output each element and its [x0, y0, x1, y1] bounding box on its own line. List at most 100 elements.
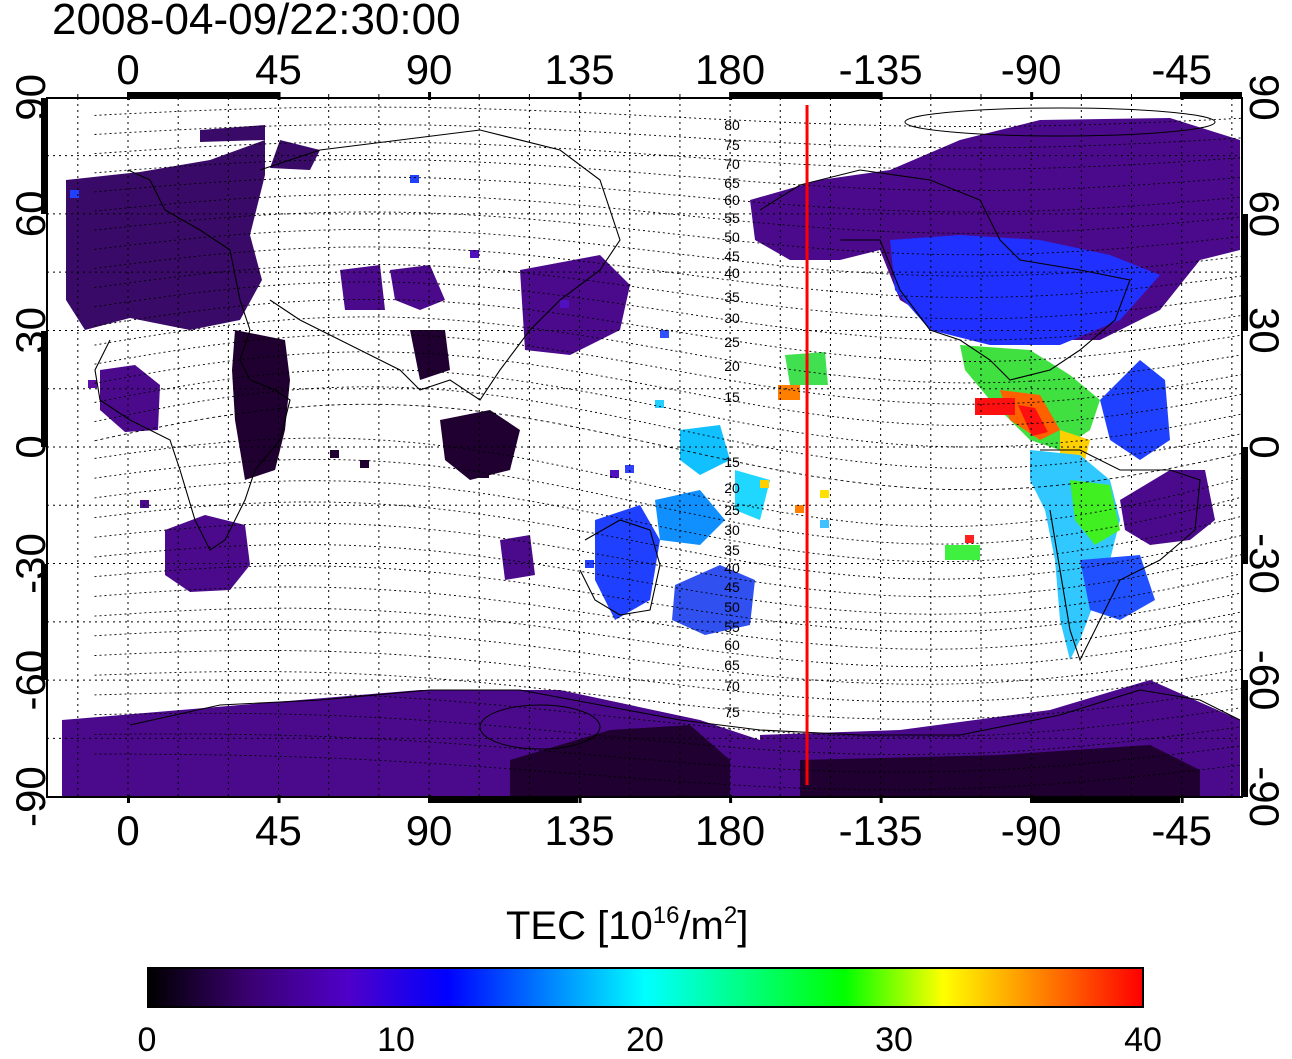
- top-lon-label: 135: [545, 46, 615, 93]
- contour-label: 20: [724, 480, 740, 496]
- tec-region-south-africa: [165, 515, 250, 592]
- contour-label: 40: [724, 560, 740, 576]
- tec-pixel: [795, 505, 804, 513]
- tec-pixel: [88, 380, 97, 388]
- tec-pixel: [330, 450, 339, 458]
- contour-label: 55: [724, 210, 740, 226]
- contour-label: 50: [724, 229, 740, 245]
- bottom-tick: [278, 795, 281, 803]
- bottom-lon-label: -90: [1001, 807, 1062, 854]
- tec-pixel: [410, 175, 419, 183]
- top-lon-label: 180: [695, 46, 765, 93]
- colorbar: [147, 967, 1144, 1008]
- contour-label: 70: [724, 156, 740, 172]
- contour-label: 30: [724, 522, 740, 538]
- contour-label: 65: [724, 657, 740, 673]
- colorbar-title-suffix: ]: [737, 904, 748, 948]
- tec-pixel: [660, 330, 669, 338]
- bottom-lon-labels: 0 45 90 135 180 -135 -90 -45: [116, 807, 1212, 854]
- tec-pixel: [480, 470, 489, 478]
- right-lat-label: -60: [1241, 650, 1288, 711]
- contour-label: 20: [724, 358, 740, 374]
- tec-pixel: [820, 520, 829, 528]
- map-area: [47, 97, 1292, 797]
- right-lat-label: -30: [1241, 533, 1288, 594]
- bottom-tick: [579, 795, 582, 803]
- left-lat-label: -30: [7, 533, 54, 594]
- tec-pixel: [140, 500, 149, 508]
- tec-pixel: [760, 480, 769, 488]
- bottom-lon-label: 45: [255, 807, 302, 854]
- contour-label: 45: [724, 579, 740, 595]
- contour-label: 70: [724, 678, 740, 694]
- contour-label: 15: [724, 389, 740, 405]
- top-lon-label: -135: [839, 46, 923, 93]
- right-lat-label: 60: [1241, 191, 1288, 238]
- contour-label: 25: [724, 502, 740, 518]
- contour-label: 15: [724, 454, 740, 470]
- colorbar-tick-label: 40: [1103, 1022, 1183, 1058]
- colorbar-title-mid: /m: [679, 904, 723, 948]
- tec-pixel: [585, 560, 594, 568]
- bottom-lon-label: 0: [116, 807, 139, 854]
- left-lat-label: 30: [7, 307, 54, 354]
- colorbar-title: TEC [1016/m2]: [506, 902, 748, 950]
- colorbar-tick-label: 20: [605, 1022, 685, 1058]
- left-lat-label: 60: [7, 191, 54, 238]
- contour-label: 50: [724, 599, 740, 615]
- contour-label: 65: [724, 175, 740, 191]
- colorbar-title-prefix: TEC [10: [506, 904, 653, 948]
- left-lat-label: 90: [7, 74, 54, 121]
- top-lon-label: 0: [116, 46, 139, 93]
- contour-label: 75: [724, 704, 740, 720]
- contour-label: 40: [724, 265, 740, 281]
- contour-label: 55: [724, 619, 740, 635]
- colorbar-tick-label: 10: [356, 1022, 436, 1058]
- tec-pixel: [360, 460, 369, 468]
- colorbar-title-exp2: 2: [724, 902, 737, 929]
- left-lat-label: 0: [7, 435, 54, 458]
- contour-label: 35: [724, 289, 740, 305]
- right-lat-label: 90: [1241, 74, 1288, 121]
- right-lat-label: -90: [1241, 766, 1288, 827]
- bottom-lon-label: 90: [406, 807, 453, 854]
- bottom-frame-bar: [1030, 797, 1180, 803]
- contour-label: 60: [724, 637, 740, 653]
- contour-label: 80: [724, 117, 740, 133]
- contour-label: 45: [724, 248, 740, 264]
- tec-region: [945, 545, 980, 560]
- colorbar-tick-label: 30: [854, 1022, 934, 1058]
- tec-region: [778, 385, 800, 400]
- top-lon-label: 90: [406, 46, 453, 93]
- top-lon-label: -90: [1001, 46, 1062, 93]
- tec-region: [975, 398, 1015, 415]
- top-lon-labels: 0 45 90 135 180 -135 -90 -45: [116, 46, 1212, 93]
- tec-pixel: [560, 300, 569, 308]
- contour-label: 25: [724, 334, 740, 350]
- contour-label: 35: [724, 542, 740, 558]
- top-lon-label: -45: [1151, 46, 1212, 93]
- bottom-tick: [880, 795, 883, 803]
- tec-pixel: [690, 520, 699, 528]
- left-lat-label: -60: [7, 650, 54, 711]
- contour-label: 30: [724, 310, 740, 326]
- contour-label: 60: [724, 192, 740, 208]
- bottom-frame-bar: [428, 797, 578, 803]
- contour-label: 75: [724, 137, 740, 153]
- bottom-lon-label: 180: [695, 807, 765, 854]
- bottom-tick: [729, 795, 732, 803]
- right-lat-label: 30: [1241, 307, 1288, 354]
- colorbar-tick-label: 0: [107, 1022, 187, 1058]
- bottom-lon-label: -135: [839, 807, 923, 854]
- right-lat-label: 0: [1241, 435, 1288, 458]
- top-lon-label: 45: [255, 46, 302, 93]
- bottom-lon-label: -45: [1151, 807, 1212, 854]
- left-lat-label: -90: [7, 766, 54, 827]
- colorbar-title-exp1: 16: [653, 902, 680, 929]
- bottom-lon-label: 135: [545, 807, 615, 854]
- tec-pixel: [820, 490, 829, 498]
- bottom-tick: [127, 795, 130, 803]
- tec-pixel: [965, 535, 974, 543]
- bottom-tick: [1181, 795, 1184, 803]
